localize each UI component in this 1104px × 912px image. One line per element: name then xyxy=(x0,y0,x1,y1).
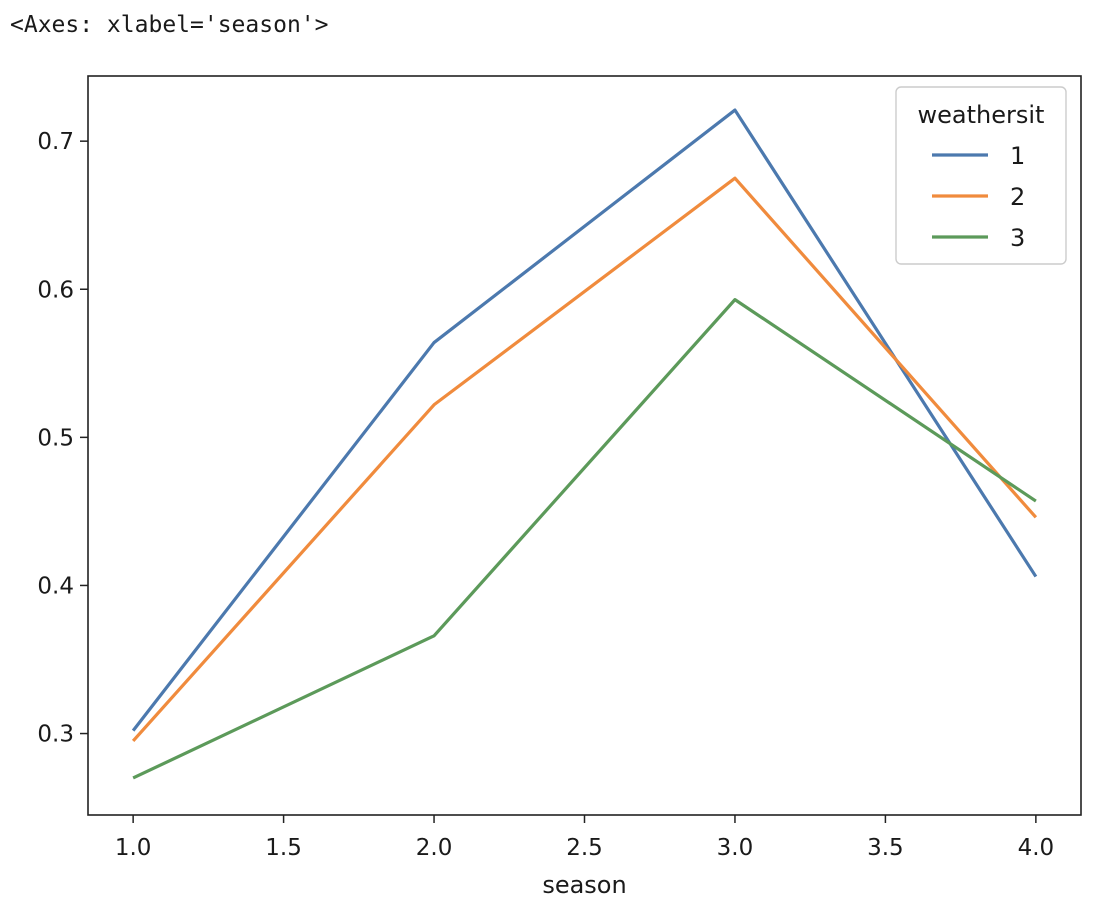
x-tick-label: 3.0 xyxy=(717,835,754,861)
legend-title: weathersit xyxy=(918,101,1045,129)
legend-box xyxy=(895,86,1067,265)
x-axis: 1.0 1.5 2.0 2.5 3.0 3.5 4.0 xyxy=(115,815,1054,861)
x-tick-label: 4.0 xyxy=(1018,835,1055,861)
x-tick-label: 3.5 xyxy=(867,835,904,861)
legend-items: 1 2 3 xyxy=(932,142,1025,252)
series-layer xyxy=(131,108,1038,780)
series-line-2 xyxy=(131,176,1038,743)
legend-label-2: 2 xyxy=(1010,183,1025,211)
y-tick-label: 0.7 xyxy=(37,129,74,155)
y-tick-label: 0.5 xyxy=(37,425,74,451)
legend-label-1: 1 xyxy=(1010,142,1025,170)
output-repr: <Axes: xlabel='season'> xyxy=(10,12,329,38)
legend: weathersit 1 2 3 xyxy=(895,86,1067,265)
x-tick-label: 2.5 xyxy=(566,835,603,861)
x-axis-label: season xyxy=(542,871,626,899)
legend-label-3: 3 xyxy=(1010,224,1025,252)
y-axis: 0.3 0.4 0.5 0.6 0.7 xyxy=(37,129,88,748)
x-tick-label: 1.0 xyxy=(115,835,152,861)
y-tick-label: 0.6 xyxy=(37,277,74,303)
y-tick-label: 0.4 xyxy=(37,573,74,599)
x-tick-label: 2.0 xyxy=(416,835,453,861)
series-line-1 xyxy=(131,108,1038,732)
y-tick-label: 0.3 xyxy=(37,722,74,748)
x-tick-label: 1.5 xyxy=(265,835,302,861)
series-line-3 xyxy=(132,298,1037,780)
